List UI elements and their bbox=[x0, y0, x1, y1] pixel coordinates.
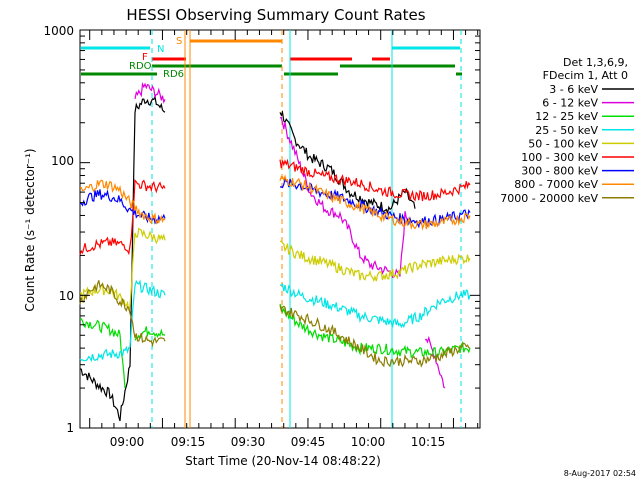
series-line-2-seg-0 bbox=[79, 318, 126, 389]
x-tick-label-1015: 10:15 bbox=[411, 435, 446, 449]
flag-label-s: S bbox=[176, 36, 182, 47]
series-layer bbox=[79, 81, 471, 422]
series-line-0-seg-0 bbox=[79, 94, 166, 422]
y-tick-label-10: 10 bbox=[59, 289, 74, 303]
series-line-1-seg-2 bbox=[424, 335, 446, 389]
flag-bars bbox=[81, 39, 462, 76]
legend: Det 1,3,6,9, FDecim 1, Att 0 3 - 6 keV6 … bbox=[500, 56, 634, 205]
x-tick-label-0915: 09:15 bbox=[171, 435, 206, 449]
x-axis-label: Start Time (20-Nov-14 08:48:22) bbox=[185, 454, 381, 468]
x-tick-label-0900: 09:00 bbox=[110, 435, 145, 449]
legend-label-1: 6 - 12 keV bbox=[542, 97, 598, 110]
vertical-markers bbox=[151, 30, 462, 428]
flag-labels: N S F RDO RD6 bbox=[129, 36, 184, 80]
legend-label-3: 25 - 50 keV bbox=[535, 124, 598, 137]
chart-title: HESSI Observing Summary Count Rates bbox=[126, 6, 425, 24]
x-axis: 09:00 09:15 09:30 09:45 10:00 10:15 bbox=[89, 30, 479, 449]
legend-label-5: 100 - 300 keV bbox=[521, 151, 598, 164]
series-line-1-seg-0 bbox=[134, 81, 166, 104]
series-line-7-seg-1 bbox=[279, 174, 471, 231]
x-tick-label-1000: 10:00 bbox=[351, 435, 386, 449]
y-axis-label: Count Rate (s⁻¹ detector⁻¹) bbox=[23, 148, 37, 311]
legend-label-0: 3 - 6 keV bbox=[549, 83, 598, 96]
plot-frame bbox=[79, 29, 481, 429]
series-line-6-seg-0 bbox=[79, 189, 166, 225]
legend-label-8: 7000 - 20000 keV bbox=[500, 192, 598, 205]
legend-label-6: 300 - 800 keV bbox=[521, 165, 598, 178]
y-axis: 1 10 100 1000 bbox=[43, 24, 480, 435]
series-line-1-seg-1 bbox=[279, 116, 411, 278]
x-tick-label-0930: 09:30 bbox=[231, 435, 266, 449]
flag-label-rd6: RD6 bbox=[163, 69, 184, 80]
legend-label-2: 12 - 25 keV bbox=[535, 110, 598, 123]
series-line-2-seg-2 bbox=[279, 303, 471, 359]
x-tick-label-0945: 09:45 bbox=[291, 435, 326, 449]
series-line-5-seg-1 bbox=[279, 158, 471, 202]
flag-label-f: F bbox=[142, 52, 148, 63]
series-line-5-seg-0 bbox=[79, 178, 166, 256]
series-line-3-seg-0 bbox=[79, 279, 166, 363]
y-tick-label-1: 1 bbox=[66, 421, 74, 435]
legend-header-line-2: FDecim 1, Att 0 bbox=[543, 69, 628, 82]
series-line-4-seg-1 bbox=[279, 240, 471, 283]
footer-date: 8-Aug-2017 02:54 bbox=[564, 469, 636, 478]
y-tick-label-1000: 1000 bbox=[43, 24, 74, 38]
legend-label-7: 800 - 7000 keV bbox=[514, 178, 598, 191]
series-line-0-seg-1 bbox=[279, 109, 416, 216]
flag-label-rdo: RDO bbox=[129, 61, 152, 72]
flag-label-n: N bbox=[157, 44, 164, 55]
series-line-8-seg-0 bbox=[79, 280, 166, 348]
series-line-7-seg-0 bbox=[79, 179, 166, 225]
series-line-8-seg-1 bbox=[279, 305, 471, 368]
legend-label-4: 50 - 100 keV bbox=[528, 137, 598, 150]
y-tick-label-100: 100 bbox=[51, 154, 74, 168]
legend-header-line-1: Det 1,3,6,9, bbox=[563, 56, 628, 69]
series-line-3-seg-1 bbox=[280, 283, 471, 329]
